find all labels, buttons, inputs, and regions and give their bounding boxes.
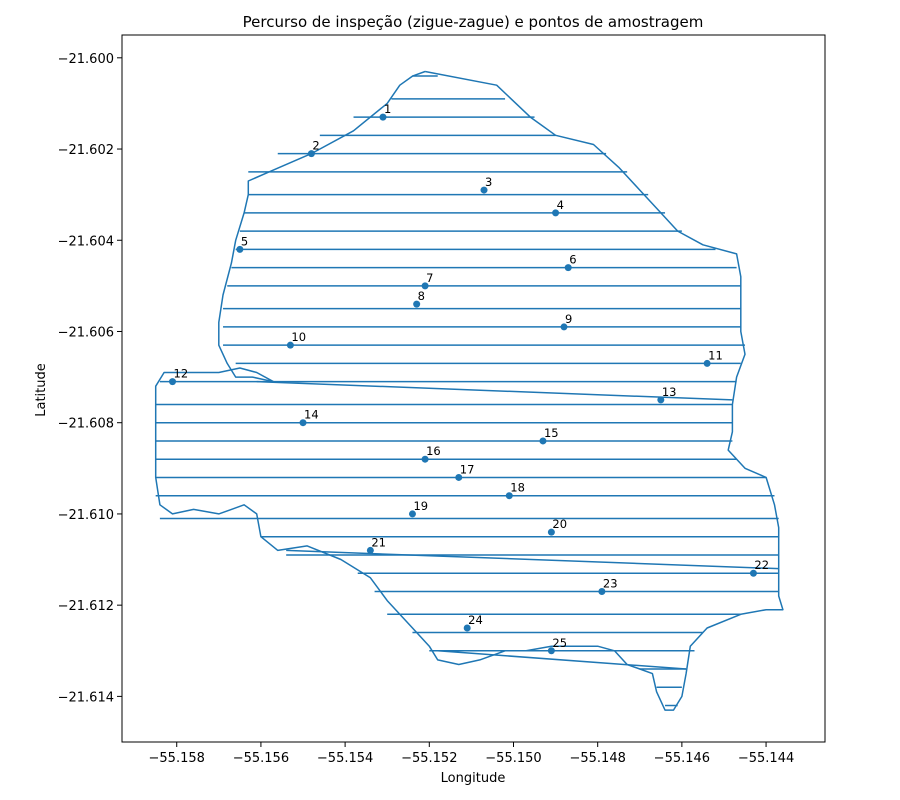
- sample-point-label-23: 23: [603, 576, 618, 590]
- y-tick-label: −21.608: [58, 417, 114, 432]
- sample-point-label-13: 13: [662, 385, 677, 399]
- sample-point-20: [547, 528, 555, 536]
- sample-point-8: [413, 300, 421, 308]
- y-tick-label: −21.612: [58, 599, 114, 614]
- connector-segment-3: [437, 650, 687, 670]
- sample-point-label-6: 6: [569, 253, 576, 267]
- sample-point-label-10: 10: [291, 330, 306, 344]
- sample-point-22: [749, 569, 757, 577]
- y-tick-label: −21.600: [58, 52, 114, 67]
- sample-point-label-15: 15: [544, 426, 559, 440]
- sample-point-7: [421, 282, 429, 290]
- x-tick-label: −55.144: [738, 751, 794, 766]
- sample-point-17: [455, 473, 463, 481]
- sample-point-13: [657, 396, 665, 404]
- sample-point-label-5: 5: [241, 234, 248, 248]
- connector-segment-1: [256, 380, 733, 401]
- sample-point-label-25: 25: [552, 636, 567, 650]
- y-tick-label: −21.604: [58, 234, 114, 249]
- sample-point-label-24: 24: [468, 613, 483, 627]
- x-tick-label: −55.152: [401, 751, 457, 766]
- sample-point-label-22: 22: [754, 558, 769, 572]
- sample-point-label-12: 12: [174, 367, 189, 381]
- plot-lines: [154, 70, 784, 711]
- sample-point-label-20: 20: [552, 517, 567, 531]
- y-tick-label: −21.614: [58, 690, 114, 705]
- sample-point-18: [505, 492, 513, 500]
- sample-point-21: [366, 546, 374, 554]
- sample-point-label-19: 19: [413, 499, 428, 513]
- sample-point-label-11: 11: [708, 348, 723, 362]
- sample-point-label-9: 9: [565, 312, 572, 326]
- sample-point-16: [421, 455, 429, 463]
- sample-point-23: [598, 587, 606, 595]
- sample-point-label-1: 1: [384, 102, 391, 116]
- plot-frame: [121, 34, 826, 743]
- chart-title: Percurso de inspeção (zigue-zague) e pon…: [243, 13, 704, 31]
- sample-points: 1234567891011121314151617181920212223242…: [169, 102, 769, 655]
- sample-point-label-2: 2: [312, 139, 319, 153]
- sample-point-5: [236, 245, 244, 253]
- sample-point-25: [547, 647, 555, 655]
- x-tick-label: −55.148: [569, 751, 625, 766]
- sample-point-6: [564, 264, 572, 272]
- x-tick-label: −55.158: [149, 751, 205, 766]
- sample-point-3: [480, 186, 488, 194]
- x-tick-label: −55.150: [485, 751, 541, 766]
- sample-point-label-17: 17: [460, 462, 475, 476]
- sample-point-11: [703, 359, 711, 367]
- x-tick-label: −55.156: [233, 751, 289, 766]
- sample-point-12: [169, 378, 177, 386]
- sample-point-10: [286, 341, 294, 349]
- sample-point-label-7: 7: [426, 271, 433, 285]
- sample-point-label-21: 21: [371, 535, 386, 549]
- connector-segment-2: [286, 549, 779, 570]
- x-axis-label: Longitude: [441, 771, 506, 786]
- x-axis: −55.158 −55.156 −55.154 −55.152 −55.150 −55.1…: [149, 742, 794, 766]
- sample-point-1: [379, 113, 387, 121]
- sample-point-24: [463, 624, 471, 632]
- sample-point-label-16: 16: [426, 444, 441, 458]
- x-tick-label: −55.154: [317, 751, 373, 766]
- sample-point-9: [560, 323, 568, 331]
- sample-point-label-14: 14: [304, 408, 319, 422]
- sample-point-15: [539, 437, 547, 445]
- sample-point-label-18: 18: [510, 481, 525, 495]
- x-tick-label: −55.146: [654, 751, 710, 766]
- sample-point-14: [299, 419, 307, 427]
- sample-point-19: [408, 510, 416, 518]
- y-tick-label: −21.602: [58, 143, 114, 158]
- y-axis-label: Latitude: [34, 363, 49, 417]
- sample-point-2: [307, 150, 315, 158]
- y-tick-label: −21.606: [58, 325, 114, 340]
- y-axis: −21.600 −21.602 −21.604 −21.606 −21.608 −21.6…: [58, 52, 122, 705]
- y-tick-label: −21.610: [58, 508, 114, 523]
- sample-point-4: [552, 209, 560, 217]
- sample-point-label-4: 4: [557, 198, 564, 212]
- sample-point-label-3: 3: [485, 175, 492, 189]
- sample-point-label-8: 8: [418, 289, 425, 303]
